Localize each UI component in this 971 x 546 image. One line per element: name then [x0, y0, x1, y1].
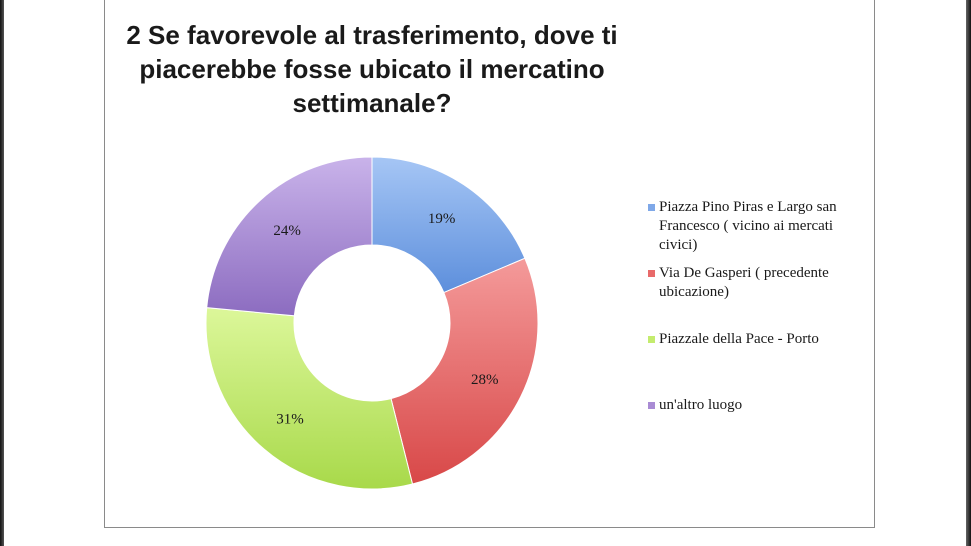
slice-value-label: 19%: [428, 211, 456, 227]
donut-slice-4: [206, 156, 373, 317]
donut-slice-1: [371, 156, 526, 294]
screen-edge-right: [966, 0, 971, 546]
legend-label: Piazzale della Pace - Porto: [659, 331, 819, 347]
donut-slice-3: [205, 307, 414, 490]
legend-item: Piazzale della Pace - Porto: [648, 330, 865, 349]
legend-swatch: [648, 270, 655, 277]
legend-item: un'altro luogo: [648, 396, 865, 415]
slice-value-label: 24%: [273, 223, 301, 239]
screen-edge-left: [0, 0, 4, 546]
legend-swatch: [648, 204, 655, 211]
slice-value-label: 28%: [471, 372, 499, 388]
slice-value-label: 31%: [276, 412, 304, 428]
legend-item: Via De Gasperi ( precedente ubicazione): [648, 264, 865, 302]
legend-item: Piazza Pino Piras e Largo san Francesco …: [648, 198, 865, 255]
legend-swatch: [648, 402, 655, 409]
legend-label: Piazza Pino Piras e Largo san Francesco …: [659, 199, 837, 253]
legend-label: un'altro luogo: [659, 397, 743, 413]
donut-slice-2: [390, 257, 539, 485]
legend-label: Via De Gasperi ( precedente ubicazione): [659, 265, 829, 300]
legend-swatch: [648, 336, 655, 343]
chart-title: 2 Se favorevole al trasferimento, dove t…: [126, 20, 618, 118]
